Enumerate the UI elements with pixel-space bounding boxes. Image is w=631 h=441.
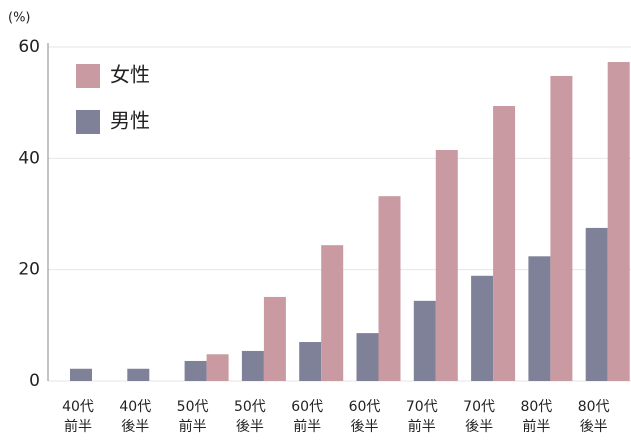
bar	[378, 196, 401, 381]
y-tick-label: 0	[29, 371, 40, 391]
x-tick-label: 40代 前半	[62, 399, 94, 435]
y-tick-label: 40	[18, 148, 40, 168]
bar	[356, 333, 379, 381]
legend-swatch	[76, 110, 100, 134]
bar	[321, 245, 344, 381]
x-tick-label: 70代 後半	[463, 399, 495, 435]
legend-label: 男性	[110, 109, 150, 133]
x-tick-label: 50代 前半	[176, 399, 209, 435]
bar	[607, 62, 630, 381]
bar	[299, 342, 322, 381]
x-tick-label: 60代 後半	[348, 399, 381, 435]
bar	[241, 350, 264, 381]
bar	[585, 227, 608, 381]
bar	[127, 368, 150, 381]
y-tick-label: 60	[18, 37, 40, 57]
bar	[206, 354, 229, 381]
y-tick-label: 20	[18, 260, 40, 280]
bar	[528, 256, 551, 381]
x-tick-label: 80代 前半	[520, 399, 553, 435]
bar	[413, 300, 436, 381]
x-tick-label: 40代 後半	[119, 399, 152, 435]
bar	[550, 75, 573, 382]
x-tick-label: 50代 後半	[233, 399, 266, 435]
legend-label: 女性	[110, 63, 150, 87]
x-tick-label: 60代 前半	[291, 399, 324, 435]
bar	[471, 275, 494, 381]
bar	[70, 368, 92, 381]
bar	[435, 149, 458, 381]
y-unit: (%)	[8, 11, 31, 26]
legend-swatch	[76, 64, 100, 88]
bar	[493, 106, 516, 382]
x-tick-label: 70代 前半	[405, 399, 438, 435]
bar	[184, 360, 207, 381]
bar	[263, 296, 286, 381]
x-tick-label: 80代 後半	[577, 399, 610, 435]
